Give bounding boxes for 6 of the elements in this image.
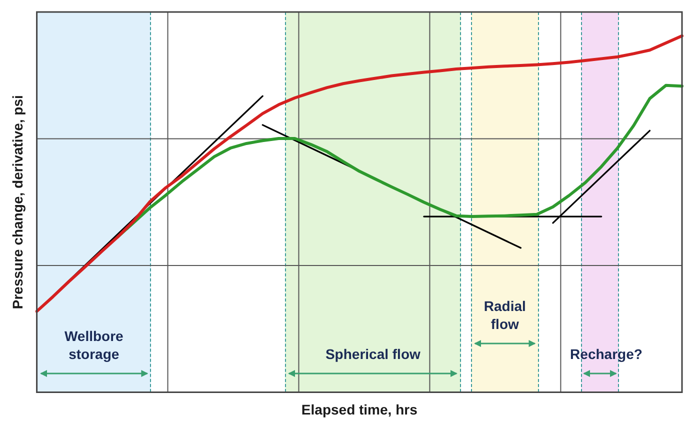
y-axis-title: Pressure change, derivative, psi	[9, 95, 26, 310]
annotation: Wellbore storage	[63, 327, 124, 364]
annotation: Radial flow	[482, 297, 527, 334]
annotation: Spherical flow	[325, 345, 420, 364]
annotation: Recharge?	[570, 345, 642, 364]
x-axis-title: Elapsed time, hrs	[301, 401, 418, 418]
